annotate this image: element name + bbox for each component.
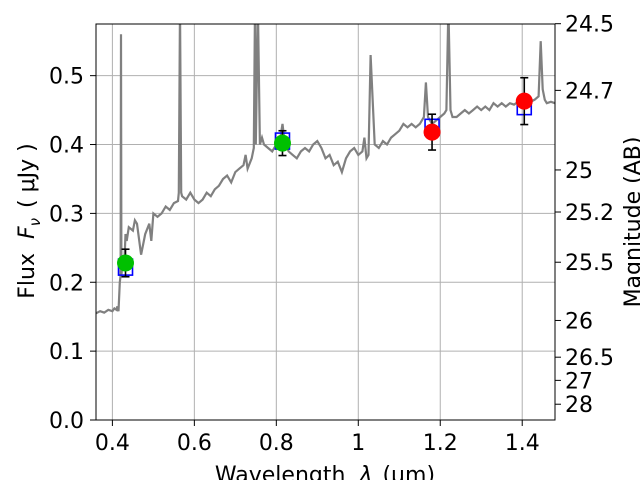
observed-point — [273, 134, 291, 152]
magnitude-tick-label: 26.5 — [565, 346, 614, 371]
x-axis-label: Wavelength λ (μm) — [215, 463, 435, 480]
magnitude-tick-label: 25.5 — [565, 251, 614, 276]
y-tick-label: 0.0 — [49, 409, 84, 434]
x-tick-label: 1.2 — [423, 431, 458, 456]
y-tick-label: 0.2 — [49, 271, 84, 296]
magnitude-tick-label: 28 — [565, 393, 593, 418]
x-tick-label: 1.4 — [505, 431, 540, 456]
grid — [96, 24, 555, 421]
observed-point — [515, 92, 533, 110]
y-axis-ticks: 0.0 0.1 0.2 0.3 0.4 0.5 — [49, 65, 96, 434]
magnitude-tick-label: 25 — [565, 159, 593, 184]
y-tick-label: 0.1 — [49, 340, 84, 365]
spectrum-series — [96, 24, 555, 315]
y-tick-label: 0.3 — [49, 202, 84, 227]
observed-point — [117, 254, 135, 272]
y-tick-label: 0.4 — [49, 134, 84, 159]
x-tick-label: 0.6 — [177, 431, 212, 456]
magnitude-tick-label: 24.5 — [565, 13, 614, 38]
photometry-points — [117, 76, 533, 278]
magnitude-tick-label: 24.7 — [565, 79, 614, 104]
magnitude-tick-label: 26 — [565, 309, 593, 334]
spectrum-line — [96, 24, 555, 315]
magnitude-tick-label: 25.2 — [565, 201, 614, 226]
y-tick-label: 0.5 — [49, 65, 84, 90]
x-tick-label: 0.8 — [259, 431, 294, 456]
magnitude-axis-label: Magnitude (AB) — [621, 137, 640, 308]
observed-point — [423, 123, 441, 141]
x-tick-label: 1 — [351, 431, 365, 456]
x-axis-ticks: 0.4 0.6 0.8 1 1.2 1.4 — [95, 420, 540, 456]
magnitude-tick-label: 27 — [565, 369, 593, 394]
y-axis-label: FluxFν( μJy ) — [15, 143, 44, 298]
x-tick-label: 0.4 — [95, 431, 130, 456]
plot-frame — [95, 23, 556, 421]
